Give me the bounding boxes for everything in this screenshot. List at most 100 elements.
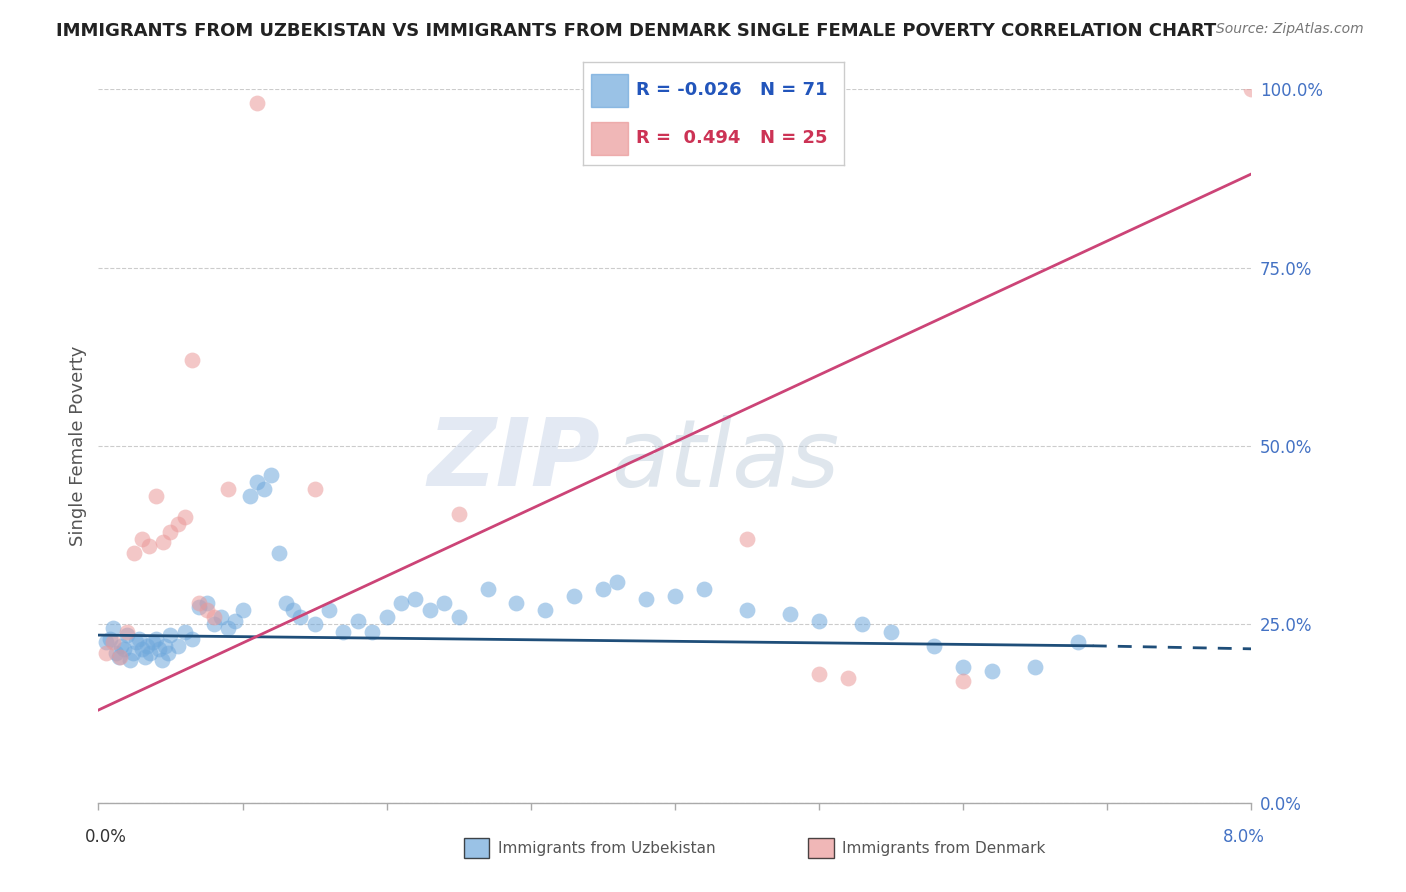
Point	[202, 617, 225, 632]
Point	[112, 642, 135, 657]
Point	[807, 614, 830, 628]
Point	[110, 639, 132, 653]
Point	[837, 671, 859, 685]
Point	[290, 610, 312, 624]
Y-axis label: Single Female Poverty: Single Female Poverty	[69, 346, 87, 546]
Point	[952, 660, 974, 674]
Text: ZIP: ZIP	[427, 414, 600, 507]
Point	[166, 639, 188, 653]
Point	[139, 646, 162, 660]
Text: IMMIGRANTS FROM UZBEKISTAN VS IMMIGRANTS FROM DENMARK SINGLE FEMALE POVERTY CORR: IMMIGRANTS FROM UZBEKISTAN VS IMMIGRANTS…	[56, 22, 1216, 40]
Point	[188, 596, 211, 610]
Point	[195, 603, 218, 617]
Point	[952, 674, 974, 689]
Point	[125, 635, 148, 649]
Point	[1240, 82, 1263, 96]
Point	[274, 596, 297, 610]
Point	[136, 639, 159, 653]
Point	[304, 617, 326, 632]
Point	[148, 642, 170, 657]
Bar	[592, 122, 627, 155]
Point	[104, 646, 127, 660]
Point	[94, 646, 117, 660]
Point	[134, 649, 156, 664]
Point	[181, 353, 204, 368]
Point	[246, 96, 269, 111]
Bar	[592, 74, 627, 106]
Point	[253, 482, 276, 496]
Point	[361, 624, 384, 639]
Point	[181, 632, 204, 646]
Text: R = -0.026: R = -0.026	[636, 81, 741, 99]
Point	[195, 596, 218, 610]
Point	[1067, 635, 1090, 649]
Point	[477, 582, 499, 596]
Point	[120, 653, 142, 667]
Point	[122, 646, 145, 660]
Point	[128, 632, 150, 646]
Point	[94, 635, 117, 649]
Text: N = 71: N = 71	[761, 81, 828, 99]
Text: 0.0%: 0.0%	[84, 828, 127, 846]
Point	[101, 621, 124, 635]
Text: atlas: atlas	[612, 415, 839, 506]
Point	[304, 482, 326, 496]
Point	[217, 621, 239, 635]
Point	[239, 489, 262, 503]
Point	[433, 596, 456, 610]
Point	[156, 646, 179, 660]
Point	[224, 614, 246, 628]
Point	[166, 517, 188, 532]
Point	[332, 624, 354, 639]
Point	[447, 610, 470, 624]
Point	[174, 510, 197, 524]
Point	[188, 599, 211, 614]
Point	[880, 624, 903, 639]
Point	[131, 642, 153, 657]
Point	[101, 635, 124, 649]
Point	[153, 639, 176, 653]
Point	[735, 532, 758, 546]
Point	[174, 624, 197, 639]
Point	[664, 589, 686, 603]
Point	[260, 467, 283, 482]
Point	[152, 535, 174, 549]
Point	[505, 596, 527, 610]
Point	[779, 607, 801, 621]
Point	[419, 603, 441, 617]
Point	[202, 610, 225, 624]
Point	[592, 582, 614, 596]
Text: N = 25: N = 25	[761, 129, 828, 147]
Point	[981, 664, 1004, 678]
Point	[807, 667, 830, 681]
Point	[636, 592, 658, 607]
Point	[159, 524, 181, 539]
Point	[117, 624, 139, 639]
Point	[209, 610, 232, 624]
Point	[98, 632, 121, 646]
Text: 8.0%: 8.0%	[1223, 828, 1265, 846]
Point	[150, 653, 173, 667]
Point	[159, 628, 181, 642]
Point	[117, 628, 139, 642]
Point	[375, 610, 398, 624]
Point	[346, 614, 368, 628]
Text: Immigrants from Denmark: Immigrants from Denmark	[842, 841, 1046, 855]
Text: R =  0.494: R = 0.494	[636, 129, 740, 147]
Point	[389, 596, 412, 610]
Point	[145, 632, 167, 646]
Point	[131, 532, 153, 546]
Point	[124, 546, 146, 560]
Point	[267, 546, 290, 560]
Point	[735, 603, 758, 617]
Point	[107, 649, 129, 664]
Point	[318, 603, 340, 617]
Point	[142, 635, 165, 649]
Text: Source: ZipAtlas.com: Source: ZipAtlas.com	[1216, 22, 1364, 37]
Point	[851, 617, 873, 632]
Point	[145, 489, 167, 503]
Point	[108, 649, 131, 664]
Point	[246, 475, 269, 489]
Text: Immigrants from Uzbekistan: Immigrants from Uzbekistan	[498, 841, 716, 855]
Point	[693, 582, 716, 596]
